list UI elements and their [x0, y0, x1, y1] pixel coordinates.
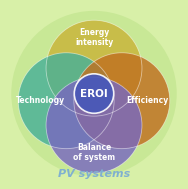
- Text: Balance
of system: Balance of system: [73, 143, 115, 162]
- Circle shape: [74, 53, 170, 149]
- Text: Efficiency: Efficiency: [127, 96, 169, 105]
- Circle shape: [46, 20, 142, 116]
- Text: EROI: EROI: [80, 89, 108, 98]
- Text: Energy
intensity: Energy intensity: [75, 28, 113, 47]
- Circle shape: [46, 77, 142, 173]
- Circle shape: [18, 53, 114, 149]
- Text: PV systems: PV systems: [58, 169, 130, 179]
- Text: Technology: Technology: [16, 96, 65, 105]
- Circle shape: [11, 11, 177, 176]
- Circle shape: [74, 74, 114, 113]
